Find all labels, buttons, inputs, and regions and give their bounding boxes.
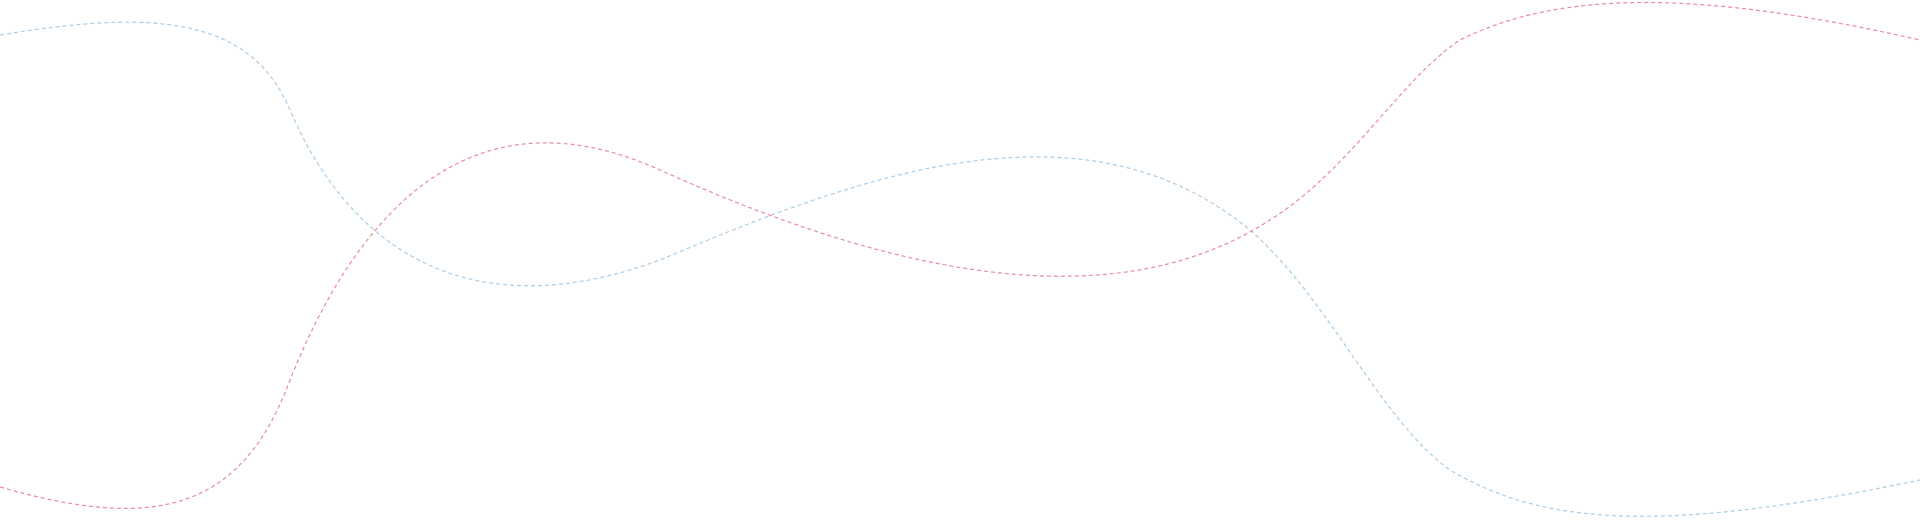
blue-dashed-wave [0, 21, 1920, 517]
pink-dashed-wave [0, 1, 1920, 509]
